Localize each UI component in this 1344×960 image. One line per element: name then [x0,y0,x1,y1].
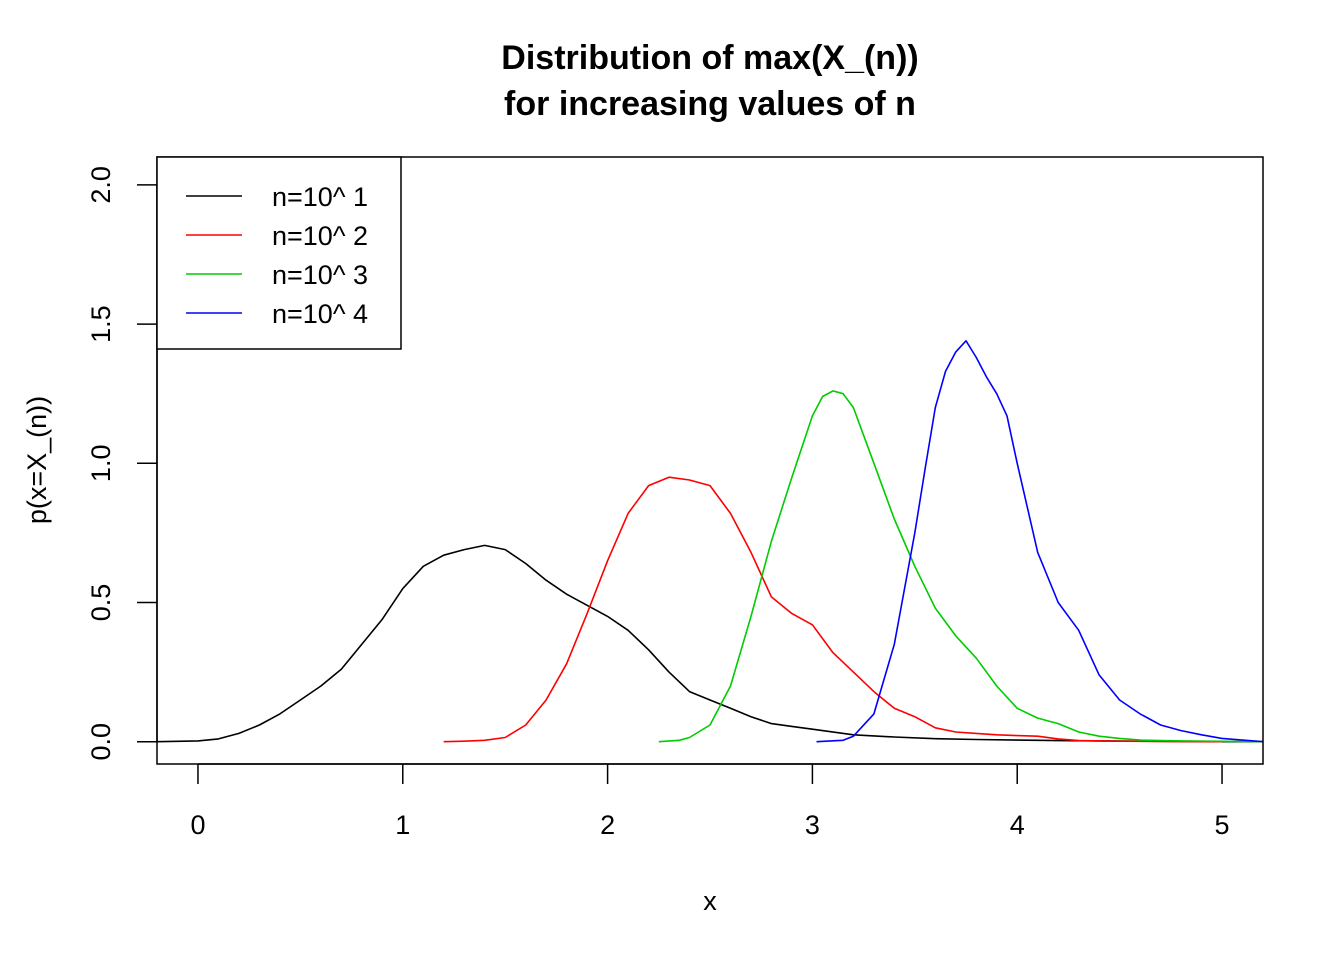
legend: n=10^ 1 n=10^ 2 n=10^ 3 n=10^ 4 [156,156,402,350]
y-tick-label: 1.0 [86,445,116,483]
legend-label-4: n=10^ 4 [272,299,368,329]
series-layer [156,339,1264,743]
series-line-3 [658,390,1264,743]
y-axis: 0.0 0.5 1.0 1.5 2.0 [86,166,158,761]
x-axis-label: x [703,886,717,916]
x-axis: 0 1 2 3 4 5 [190,763,1230,840]
x-tick-label: 5 [1215,810,1230,840]
x-tick-label: 1 [395,810,410,840]
series-line-1 [156,544,1263,743]
y-tick-label: 0.5 [86,584,116,622]
x-tick-label: 2 [600,810,615,840]
chart-title-line-2: for increasing values of n [504,85,916,123]
series-line-4 [816,339,1264,743]
chart-title-line-1: Distribution of max(X_(n)) [501,39,918,77]
y-axis-label: p(x=X_(n)) [22,396,52,524]
legend-label-3: n=10^ 3 [272,260,368,290]
x-tick-label: 3 [805,810,820,840]
y-tick-label: 0.0 [86,723,116,761]
x-tick-label: 0 [190,810,205,840]
legend-label-2: n=10^ 2 [272,221,368,251]
x-tick-label: 4 [1010,810,1025,840]
legend-label-1: n=10^ 1 [272,182,368,212]
legend-box [156,156,402,350]
series-line-2 [443,476,1223,743]
y-tick-label: 2.0 [86,166,116,204]
y-tick-label: 1.5 [86,305,116,343]
